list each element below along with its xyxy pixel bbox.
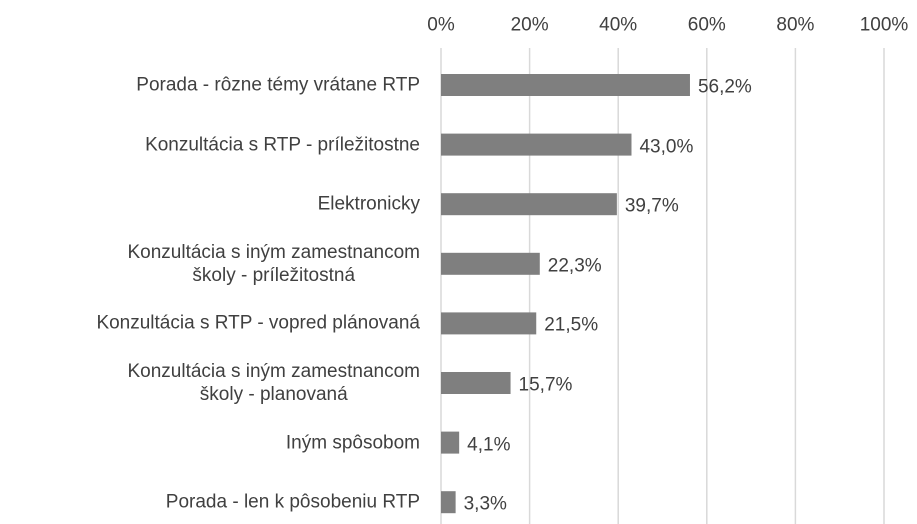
bar	[441, 133, 632, 156]
x-tick-label: 100%	[859, 14, 909, 36]
x-tick-label: 0%	[427, 14, 455, 36]
bar	[441, 74, 690, 96]
bar	[441, 193, 617, 216]
y-tick-label: Iným spôsobom	[285, 432, 420, 454]
bar	[441, 491, 456, 514]
x-tick-label: 20%	[510, 14, 549, 36]
y-tick-label: Elektronicky	[317, 193, 420, 215]
y-tick-label: Konzultácia s RTP - vopred plánovaná	[96, 312, 420, 334]
y-tick-label: Konzultácia s iným zamestnancom školy - …	[127, 361, 420, 405]
data-label: 3,3%	[463, 493, 507, 515]
data-label: 43,0%	[639, 136, 694, 158]
x-tick-label: 60%	[687, 14, 726, 36]
y-tick-label: Konzultácia s iným zamestnancom školy - …	[127, 241, 420, 286]
data-label: 22,3%	[547, 255, 602, 277]
bar	[441, 252, 540, 275]
bar	[441, 312, 537, 335]
data-label: 21,5%	[544, 314, 599, 336]
data-label: 39,7%	[624, 195, 679, 217]
data-label: 4,1%	[467, 434, 511, 456]
bar	[441, 431, 460, 454]
y-tick-label: Konzultácia s RTP - príležitostne	[145, 134, 420, 156]
data-label: 56,2%	[697, 76, 752, 98]
data-label: 15,7%	[518, 374, 573, 396]
x-tick-label: 40%	[599, 14, 638, 36]
y-tick-label: Porada - rôzne témy vrátane RTP	[136, 74, 420, 96]
x-tick-label: 80%	[776, 14, 815, 36]
bar	[441, 372, 511, 394]
y-tick-label: Porada - len k pôsobeniu RTP	[165, 491, 420, 513]
